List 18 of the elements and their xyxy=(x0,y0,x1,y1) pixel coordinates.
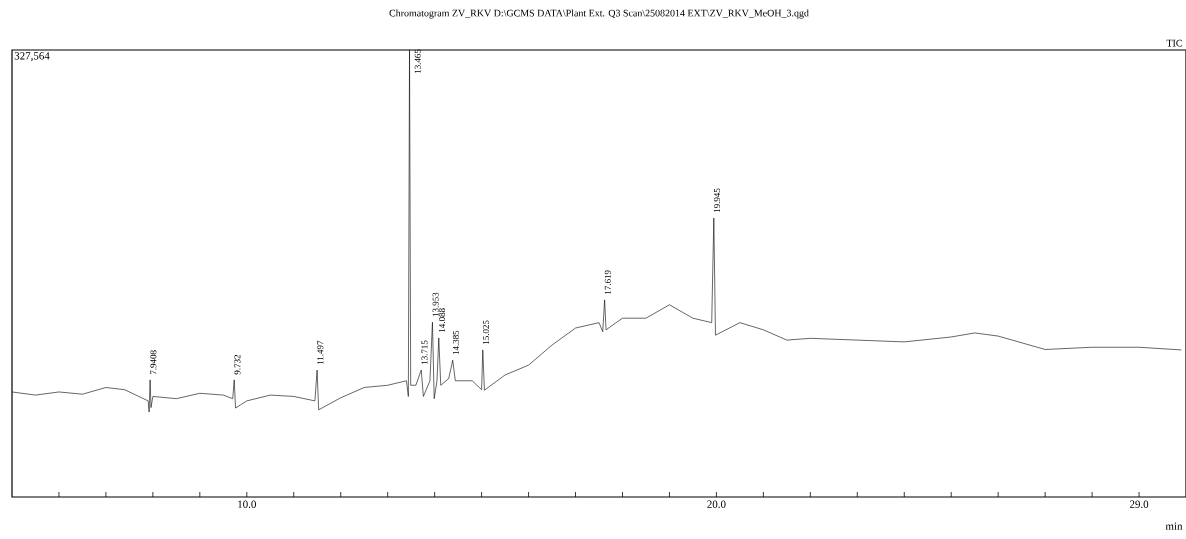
x-axis-title: min xyxy=(1165,522,1183,530)
annotation: 11.497 xyxy=(317,340,324,365)
annotation: 14.385 xyxy=(452,330,460,355)
annotation: 327,564 xyxy=(14,52,50,62)
chart-title: Chromatogram ZV_RKV D:\GCMS DATA\Plant Ext. Q3 Scan\25082014 EXT\ZV_RKV_MeOH_3.qgd xyxy=(389,9,809,19)
x-tick-label: 10.0 xyxy=(238,500,256,508)
annotation: 13.465 xyxy=(414,49,421,74)
annotation: 13.953 xyxy=(432,292,439,317)
annotation: 19.945 xyxy=(714,188,721,213)
annotation: 17.619 xyxy=(604,270,611,294)
annotation: 13.715 xyxy=(421,340,428,365)
x-tick-label: 20.0 xyxy=(707,500,726,508)
annotation: 9.732 xyxy=(234,355,241,375)
x-tick-label: 29.0 xyxy=(1129,500,1149,508)
annotation: 14.088 xyxy=(438,308,446,332)
text: TIC xyxy=(1166,39,1182,47)
annotation: 7.9408 xyxy=(150,350,157,375)
annotation: 15.025 xyxy=(482,320,490,344)
